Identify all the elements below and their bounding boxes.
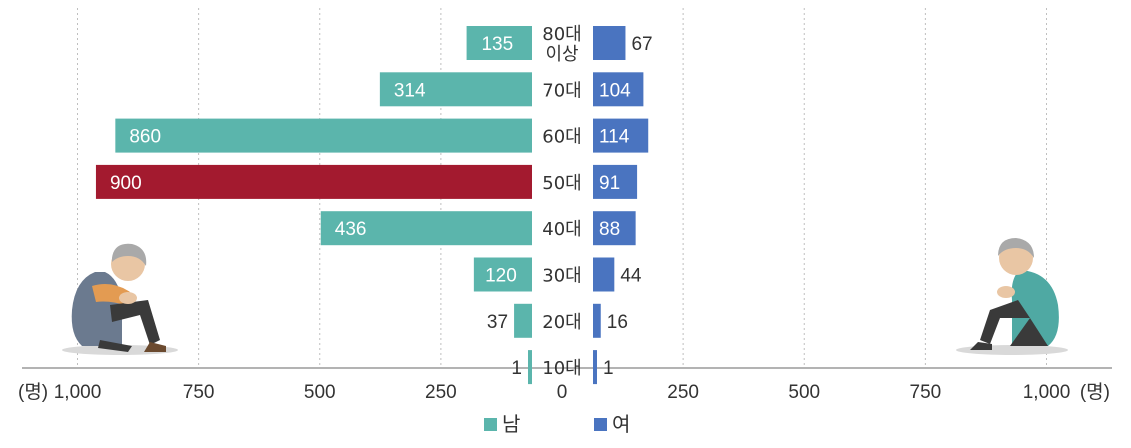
- bar-label-male: 314: [394, 80, 426, 101]
- bar-male-80대이상: [466, 26, 532, 60]
- bar-male-60대: [115, 118, 532, 153]
- bar-male-30대: [473, 257, 532, 292]
- bar-label-male: 37: [487, 312, 508, 333]
- age-label: 50대: [542, 173, 581, 194]
- age-label: 70대: [542, 80, 581, 101]
- bar-female-50대: [593, 164, 638, 199]
- unit-label-right: (명): [1080, 381, 1110, 403]
- x-tick-label: 750: [910, 382, 942, 403]
- bar-label-female: 1: [603, 358, 614, 379]
- bar-label-female: 88: [599, 219, 620, 240]
- bar-female-60대: [593, 118, 649, 153]
- legend-swatch: [484, 418, 497, 431]
- bar-label-male: 436: [335, 219, 367, 240]
- bar-male-50대: [95, 164, 532, 199]
- bar-label-female: 104: [599, 80, 631, 101]
- category-labels: 80대 이상 70대 60대 50대 40대 30대 20대 10대: [542, 24, 581, 379]
- age-label: 40대: [542, 219, 581, 240]
- age-label: 10대: [542, 358, 581, 379]
- bar-female-20대: [593, 303, 601, 338]
- bar-label-female: 16: [607, 312, 628, 333]
- x-tick-label: 500: [788, 382, 820, 403]
- bar-label-male: 860: [129, 127, 161, 148]
- bar-female-70대: [593, 72, 644, 107]
- x-tick-label: 750: [183, 382, 215, 403]
- bar-label-female: 114: [599, 127, 630, 148]
- bar-label-male: 120: [485, 266, 517, 287]
- age-label: 60대: [542, 127, 581, 148]
- age-label: 20대: [542, 312, 581, 333]
- bar-label-female: 67: [631, 34, 652, 55]
- bar-male-70대: [379, 72, 532, 107]
- bar-male-10대: [528, 350, 532, 385]
- legend-swatch: [594, 418, 607, 431]
- bar-male-40대: [320, 211, 532, 246]
- age-label: 80대 이상: [542, 24, 581, 65]
- bar-label-male: 900: [110, 173, 142, 194]
- bars-layer: 135 67 314 104 860 114 900 91 436 88 120 44 37 16 1 1: [95, 26, 653, 385]
- bar-label-female: 44: [620, 266, 642, 287]
- legend-label: 여: [612, 412, 630, 436]
- sad-elderly-woman-illustration: [956, 238, 1068, 355]
- x-tick-label: 500: [304, 382, 336, 403]
- x-axis-ticks: 1,000 750 500 250 0 250 500 750 1,000 (명) (명): [18, 381, 1110, 403]
- legend-label: 남: [502, 412, 520, 436]
- x-tick-label: 1,000: [54, 382, 102, 403]
- x-tick-label: 250: [667, 382, 699, 403]
- bar-label-male: 135: [481, 34, 513, 55]
- bar-female-30대: [593, 257, 615, 292]
- bar-male-20대: [514, 303, 532, 338]
- x-tick-label: 1,000: [1023, 382, 1071, 403]
- bar-female-80대이상: [593, 26, 626, 60]
- unit-label-left: (명): [18, 381, 48, 403]
- age-label: 30대: [542, 266, 581, 287]
- x-tick-label: 250: [425, 382, 457, 403]
- bar-female-40대: [593, 211, 636, 246]
- bar-female-10대: [593, 350, 597, 385]
- bar-label-male: 1: [511, 358, 522, 379]
- bar-label-female: 91: [599, 173, 620, 194]
- x-tick-label: 0: [557, 382, 568, 403]
- sad-elderly-man-illustration: [62, 243, 178, 355]
